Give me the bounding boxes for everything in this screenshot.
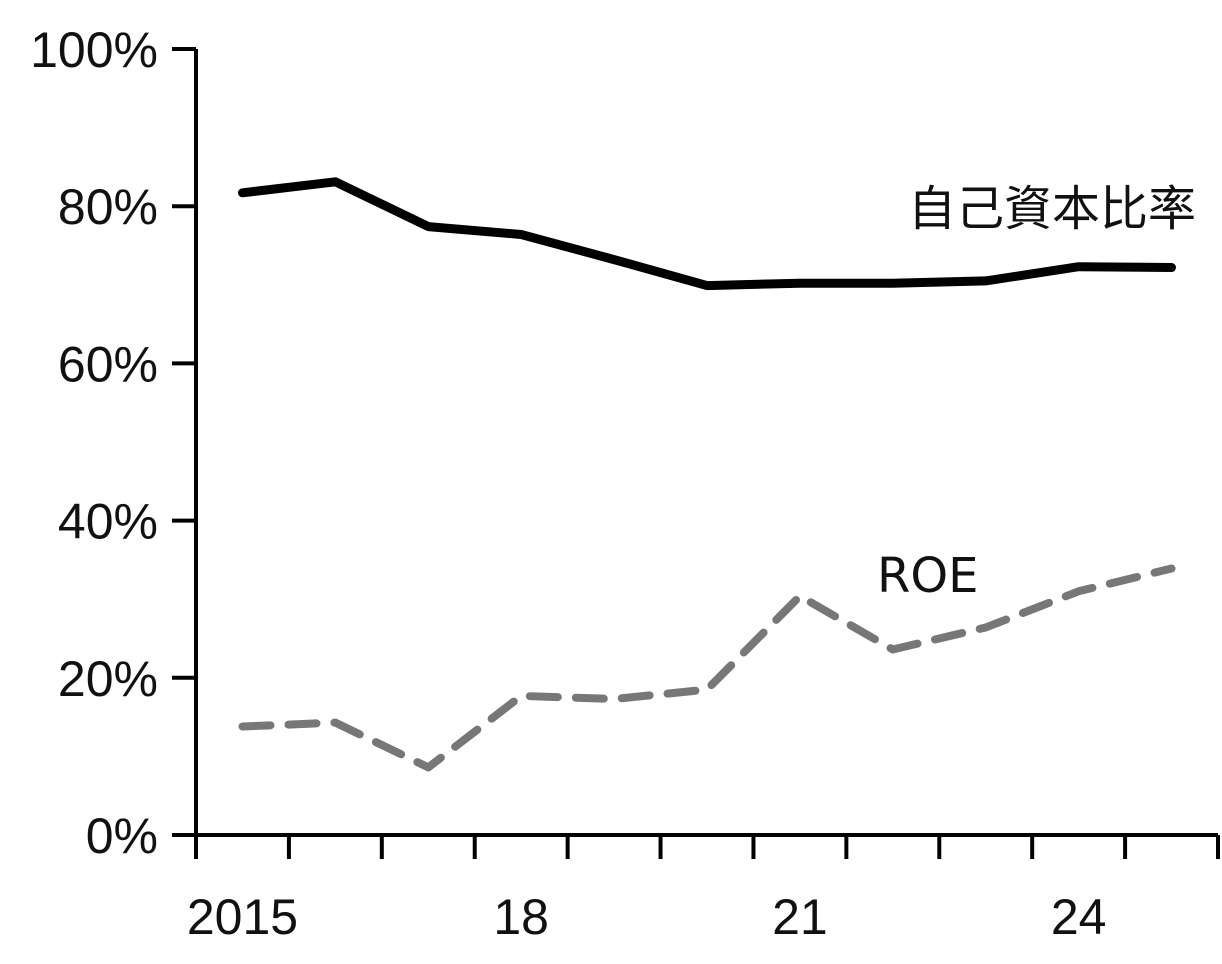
- series-label-equity-ratio: 自己資本比率: [908, 181, 1196, 237]
- y-tick-label: 60%: [58, 336, 158, 392]
- x-tick-label: 18: [493, 889, 549, 945]
- y-tick-label: 100%: [30, 22, 158, 78]
- x-tick-label: 21: [772, 889, 828, 945]
- series-line-equity-ratio: [238, 177, 1176, 291]
- y-tick-label: 80%: [58, 179, 158, 235]
- x-ticks: 2015 18 21 24: [187, 835, 1220, 945]
- series-line-roe: [238, 564, 1176, 772]
- y-tick-label: 40%: [58, 494, 158, 550]
- x-tick-label: 2015: [187, 889, 298, 945]
- y-tick-label: 0%: [86, 808, 158, 864]
- series-label-roe: ROE: [877, 548, 978, 604]
- x-tick-label: 24: [1051, 889, 1107, 945]
- y-ticks: 0% 20% 40% 60% 80% 100%: [30, 22, 196, 864]
- y-tick-label: 20%: [58, 651, 158, 707]
- axes: 0% 20% 40% 60% 80% 100% 2015 18 21 24: [30, 22, 1220, 945]
- series-layer: [238, 177, 1176, 772]
